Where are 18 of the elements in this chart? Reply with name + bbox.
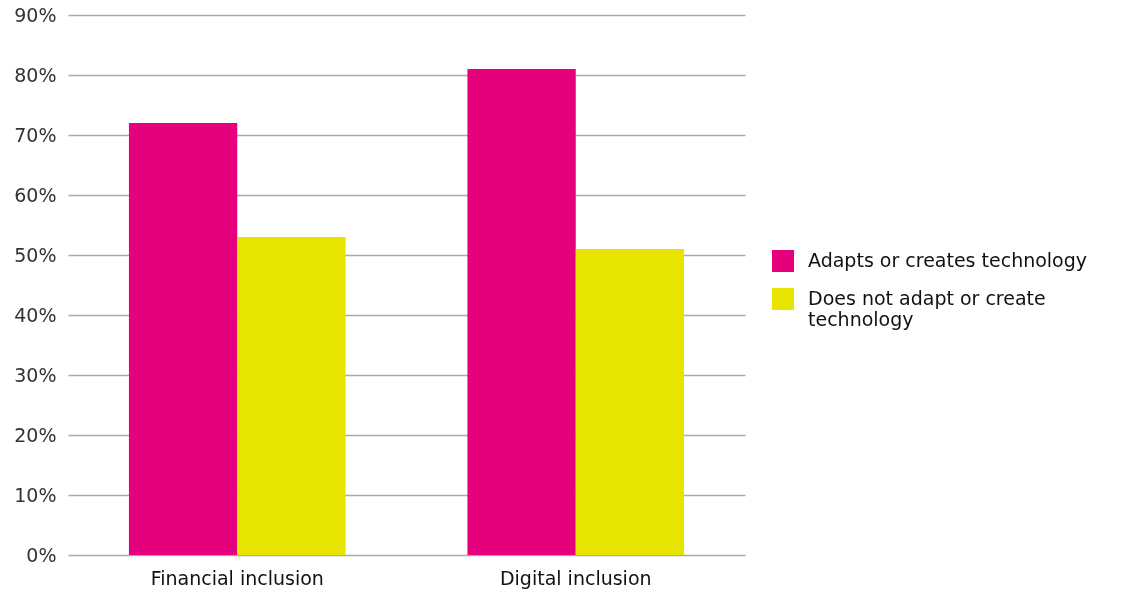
bar [237,237,346,555]
y-tick-label: 90% [14,3,57,26]
y-tick-label: 70% [14,123,57,146]
y-tick-label: 30% [14,363,57,386]
x-tick-label: Digital inclusion [499,566,652,589]
y-tick-label: 0% [26,543,57,566]
y-tick-label: 20% [14,423,57,446]
y-tick-label: 80% [14,63,57,86]
bar [575,249,685,555]
y-tick-label: 50% [14,243,57,266]
y-tick-label: 40% [14,303,57,326]
legend-label: Does not adapt or create technology [808,287,1046,330]
bar [128,123,238,555]
x-tick-label: Financial inclusion [150,566,324,589]
y-tick-label: 10% [14,483,57,506]
y-tick-label: 60% [14,183,57,206]
legend-label: Adapts or creates technology [808,249,1088,271]
bar [467,69,576,555]
